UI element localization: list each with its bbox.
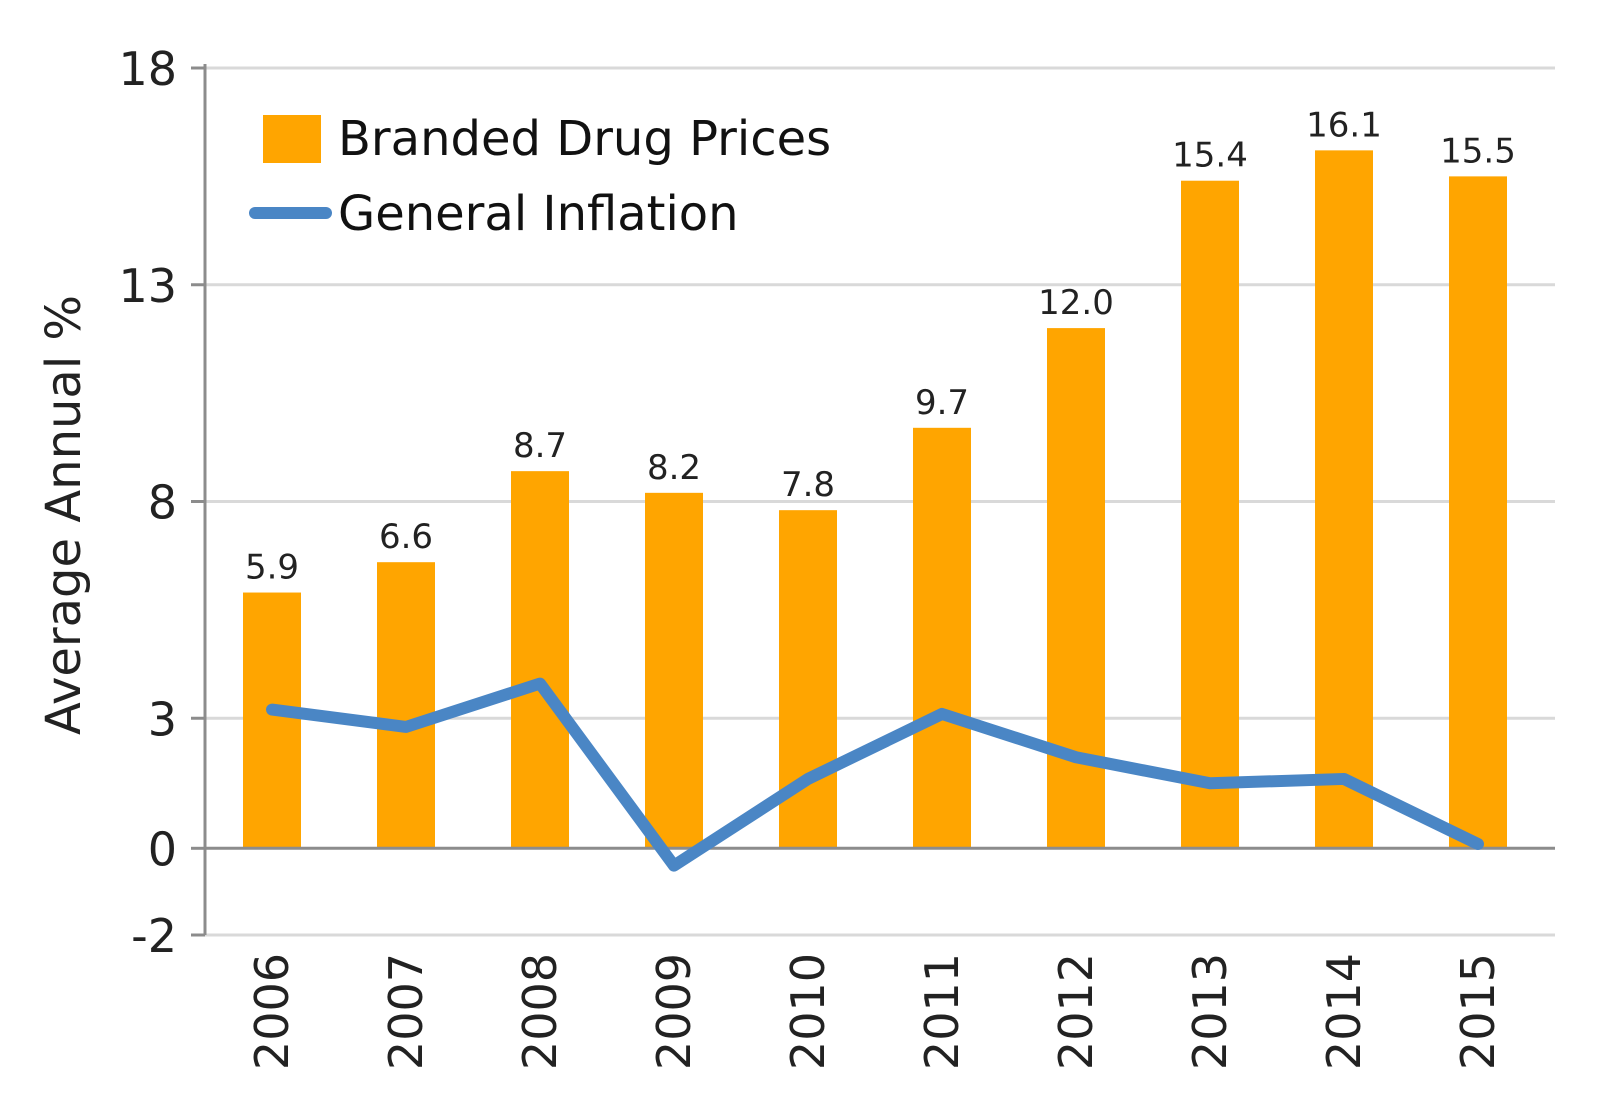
y-tick-label: 0 (148, 822, 177, 876)
bar-value-label: 5.9 (245, 548, 299, 588)
bar-2007 (377, 562, 435, 849)
y-axis-title: Average Annual % (36, 295, 92, 735)
bar-value-label: 6.6 (379, 517, 433, 557)
y-tick-label: 13 (118, 259, 177, 313)
line-series (266, 677, 1484, 872)
x-tick-label: 2010 (781, 953, 835, 1070)
data-labels: 5.9 6.6 8.7 8.2 7.8 9.7 12.0 15.4 16.1 15.5 (245, 105, 1516, 587)
bar-value-label: 8.7 (513, 426, 567, 466)
x-tick-label: 2009 (647, 953, 701, 1070)
x-tick-label: 2013 (1183, 953, 1237, 1070)
legend-swatch-bars (263, 115, 321, 163)
x-tick-label: 2008 (513, 953, 567, 1070)
bar-2009 (645, 492, 703, 849)
bar-2012 (1047, 328, 1105, 849)
x-tick-label: 2015 (1451, 953, 1505, 1070)
legend-label-bars: Branded Drug Prices (338, 111, 831, 167)
bar-2013 (1181, 180, 1239, 849)
bar-2006 (243, 592, 301, 849)
y-tick-label: 3 (148, 692, 177, 746)
bar-value-label: 12.0 (1038, 283, 1114, 323)
bar-value-label: 7.8 (781, 465, 835, 505)
bar-value-label: 8.2 (647, 448, 701, 488)
x-tick-label: 2014 (1317, 953, 1371, 1070)
x-tick-label: 2012 (1049, 953, 1103, 1070)
bar-2011 (913, 427, 971, 849)
y-tick-label: 8 (148, 476, 177, 530)
bar-value-label: 15.4 (1172, 136, 1248, 176)
bar-2014 (1315, 150, 1373, 849)
x-tick-label: 2011 (915, 953, 969, 1070)
bar-value-label: 9.7 (915, 383, 969, 423)
y-tick-label: -2 (131, 909, 177, 963)
bar-value-label: 15.5 (1440, 131, 1516, 171)
inflation-line (266, 677, 1484, 872)
bar-series (243, 150, 1507, 849)
legend-label-line: General Inflation (338, 186, 739, 242)
x-tick-label: 2006 (245, 953, 299, 1070)
axes: -2 0 3 8 13 18 2006 2007 2008 2009 2010 2011 2012 201… (118, 42, 1505, 1070)
legend: Branded Drug Prices General Inflation (249, 111, 831, 242)
bar-value-label: 16.1 (1306, 105, 1382, 145)
bar-2015 (1449, 176, 1507, 849)
x-tick-label: 2007 (379, 953, 433, 1070)
y-tick-label: 18 (118, 42, 177, 96)
bar-2008 (511, 471, 569, 849)
